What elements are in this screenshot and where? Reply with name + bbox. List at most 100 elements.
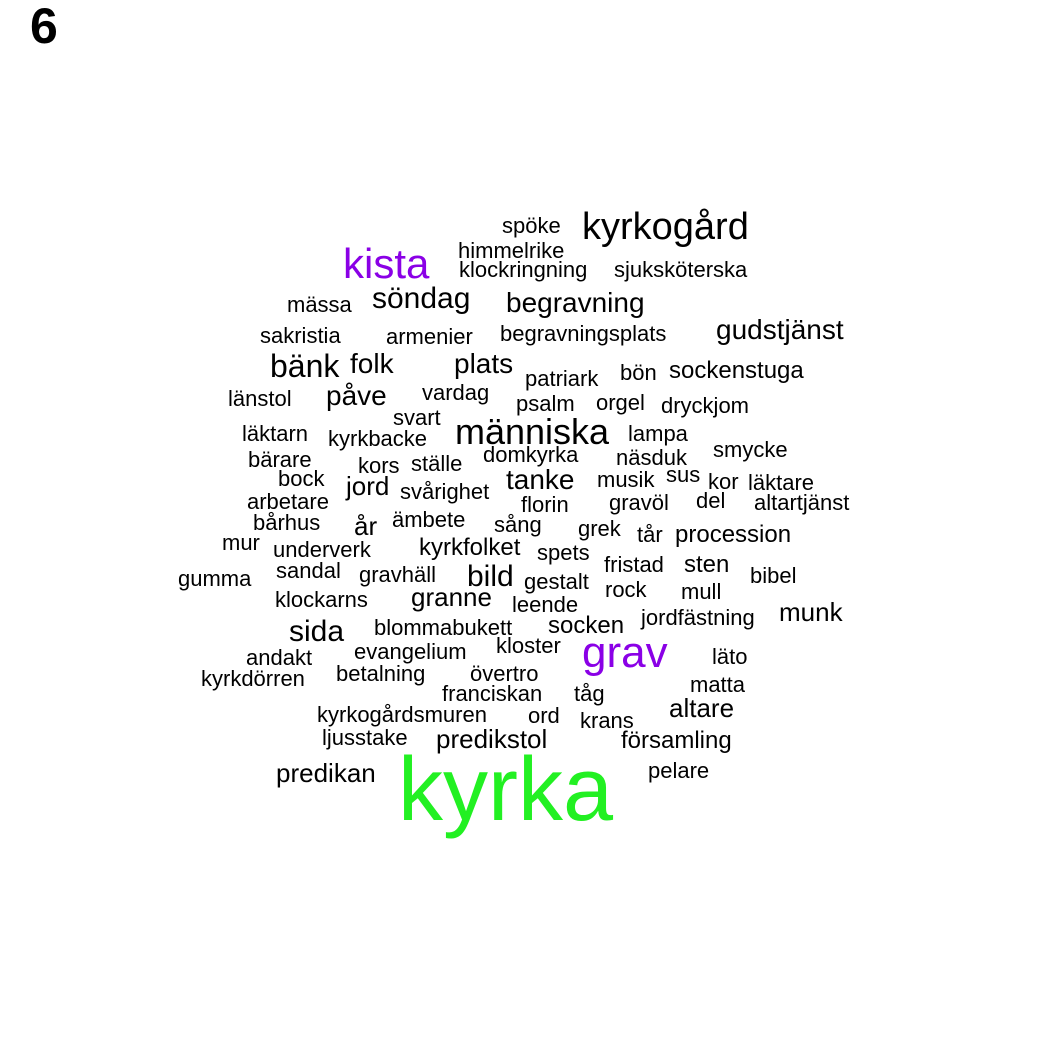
cloud-word: länstol xyxy=(228,385,292,411)
cloud-word: bårhus xyxy=(253,509,321,535)
cloud-word: folk xyxy=(350,348,394,380)
cloud-word: vardag xyxy=(422,379,490,405)
cloud-word: dryckjom xyxy=(661,392,750,418)
cloud-word: spets xyxy=(537,539,590,565)
cloud-word: mull xyxy=(681,578,722,604)
cloud-word: predikan xyxy=(276,758,376,789)
cloud-word: jord xyxy=(346,471,390,502)
cloud-word: krans xyxy=(580,707,634,733)
cloud-word: himmelrike xyxy=(458,237,565,263)
cloud-word: gravöl xyxy=(609,489,669,515)
cloud-word: arbetare xyxy=(247,488,329,514)
cloud-word: sten xyxy=(684,550,730,578)
cloud-word: bärare xyxy=(248,446,312,472)
cloud-word: ord xyxy=(528,702,560,728)
cloud-word: läto xyxy=(712,643,748,669)
cloud-word: sång xyxy=(494,511,542,537)
cloud-word: övertro xyxy=(470,660,539,686)
cloud-word: klockringning xyxy=(459,256,588,282)
cloud-word: kors xyxy=(358,452,400,478)
cloud-word: armenier xyxy=(386,323,473,349)
cloud-word: ämbete xyxy=(392,506,466,532)
cloud-word: mur xyxy=(222,529,260,555)
cloud-word: kista xyxy=(343,239,430,287)
cloud-word: andakt xyxy=(246,644,313,670)
cloud-word: leende xyxy=(512,591,579,617)
cloud-word: gestalt xyxy=(524,568,589,594)
cloud-word: sus xyxy=(666,461,701,487)
cloud-word: rock xyxy=(605,576,647,602)
cloud-word: kloster xyxy=(496,632,561,658)
cloud-word: läktarn xyxy=(242,420,309,446)
cloud-word: psalm xyxy=(516,390,575,416)
cloud-word: kyrkdörren xyxy=(201,665,305,691)
cloud-word: påve xyxy=(326,380,387,412)
cloud-word: underverk xyxy=(273,536,371,562)
panel-label: 6 xyxy=(30,0,58,54)
cloud-word: tanke xyxy=(506,464,575,496)
cloud-word: granne xyxy=(411,582,492,613)
cloud-word: tåg xyxy=(574,680,605,706)
cloud-word: matta xyxy=(690,671,746,697)
cloud-word: del xyxy=(696,487,726,513)
cloud-word: näsduk xyxy=(616,444,687,470)
cloud-word: betalning xyxy=(336,660,426,686)
cloud-word: år xyxy=(354,511,378,542)
cloud-word: ljusstake xyxy=(322,724,408,750)
cloud-word: bön xyxy=(620,359,657,385)
cloud-word: spöke xyxy=(502,212,561,238)
cloud-word: gumma xyxy=(178,565,252,591)
cloud-word: grav xyxy=(582,628,668,678)
cloud-word: svart xyxy=(393,404,441,430)
cloud-word: bock xyxy=(278,465,325,491)
cloud-word: svårighet xyxy=(400,478,490,504)
cloud-word: smycke xyxy=(713,436,788,462)
cloud-word: kyrkogård xyxy=(582,206,749,249)
cloud-word: kyrkfolket xyxy=(419,533,521,561)
cloud-word: mässa xyxy=(287,291,352,317)
cloud-word: florin xyxy=(521,491,569,517)
cloud-word: pelare xyxy=(648,757,710,783)
cloud-word: sandal xyxy=(276,557,341,583)
cloud-word: jordfästning xyxy=(641,604,755,630)
cloud-word: orgel xyxy=(596,389,645,415)
cloud-word: socken xyxy=(548,611,625,639)
cloud-word: predikstol xyxy=(436,724,548,755)
cloud-word: begravning xyxy=(506,287,645,319)
cloud-word: grek xyxy=(578,515,621,541)
cloud-word: blommabukett xyxy=(374,614,513,640)
cloud-word: domkyrka xyxy=(483,441,579,467)
cloud-word: sjuksköterska xyxy=(614,256,748,282)
cloud-word: kyrkogårdsmuren xyxy=(317,701,487,727)
cloud-word: församling xyxy=(621,726,732,754)
cloud-word: människa xyxy=(455,410,610,452)
cloud-word: kor xyxy=(708,468,739,494)
cloud-word: altartjänst xyxy=(754,489,850,515)
cloud-word: sakristia xyxy=(260,322,341,348)
cloud-word: gudstjänst xyxy=(716,314,844,346)
cloud-word: begravningsplats xyxy=(500,320,667,346)
cloud-word: lampa xyxy=(628,420,688,446)
cloud-word: sockenstuga xyxy=(669,356,804,384)
cloud-word: procession xyxy=(675,520,792,548)
cloud-word: ställe xyxy=(411,450,463,476)
cloud-word: bibel xyxy=(750,562,797,588)
cloud-word: patriark xyxy=(525,365,599,391)
cloud-word: sida xyxy=(289,614,345,648)
cloud-word: gravhäll xyxy=(359,561,437,587)
cloud-word: musik xyxy=(597,466,655,492)
cloud-word: tår xyxy=(637,521,663,547)
cloud-word: läktare xyxy=(748,469,815,495)
cloud-word: fristad xyxy=(604,551,664,577)
cloud-word: bänk xyxy=(270,348,340,385)
cloud-word: altare xyxy=(669,693,735,724)
cloud-word: kyrkbacke xyxy=(328,425,428,451)
cloud-word: evangelium xyxy=(354,638,467,664)
cloud-word: plats xyxy=(454,348,514,380)
cloud-word: klockarns xyxy=(275,586,368,612)
cloud-word: munk xyxy=(779,597,843,628)
cloud-word: bild xyxy=(467,559,514,593)
cloud-word: söndag xyxy=(372,281,471,315)
cloud-word: franciskan xyxy=(442,680,543,706)
